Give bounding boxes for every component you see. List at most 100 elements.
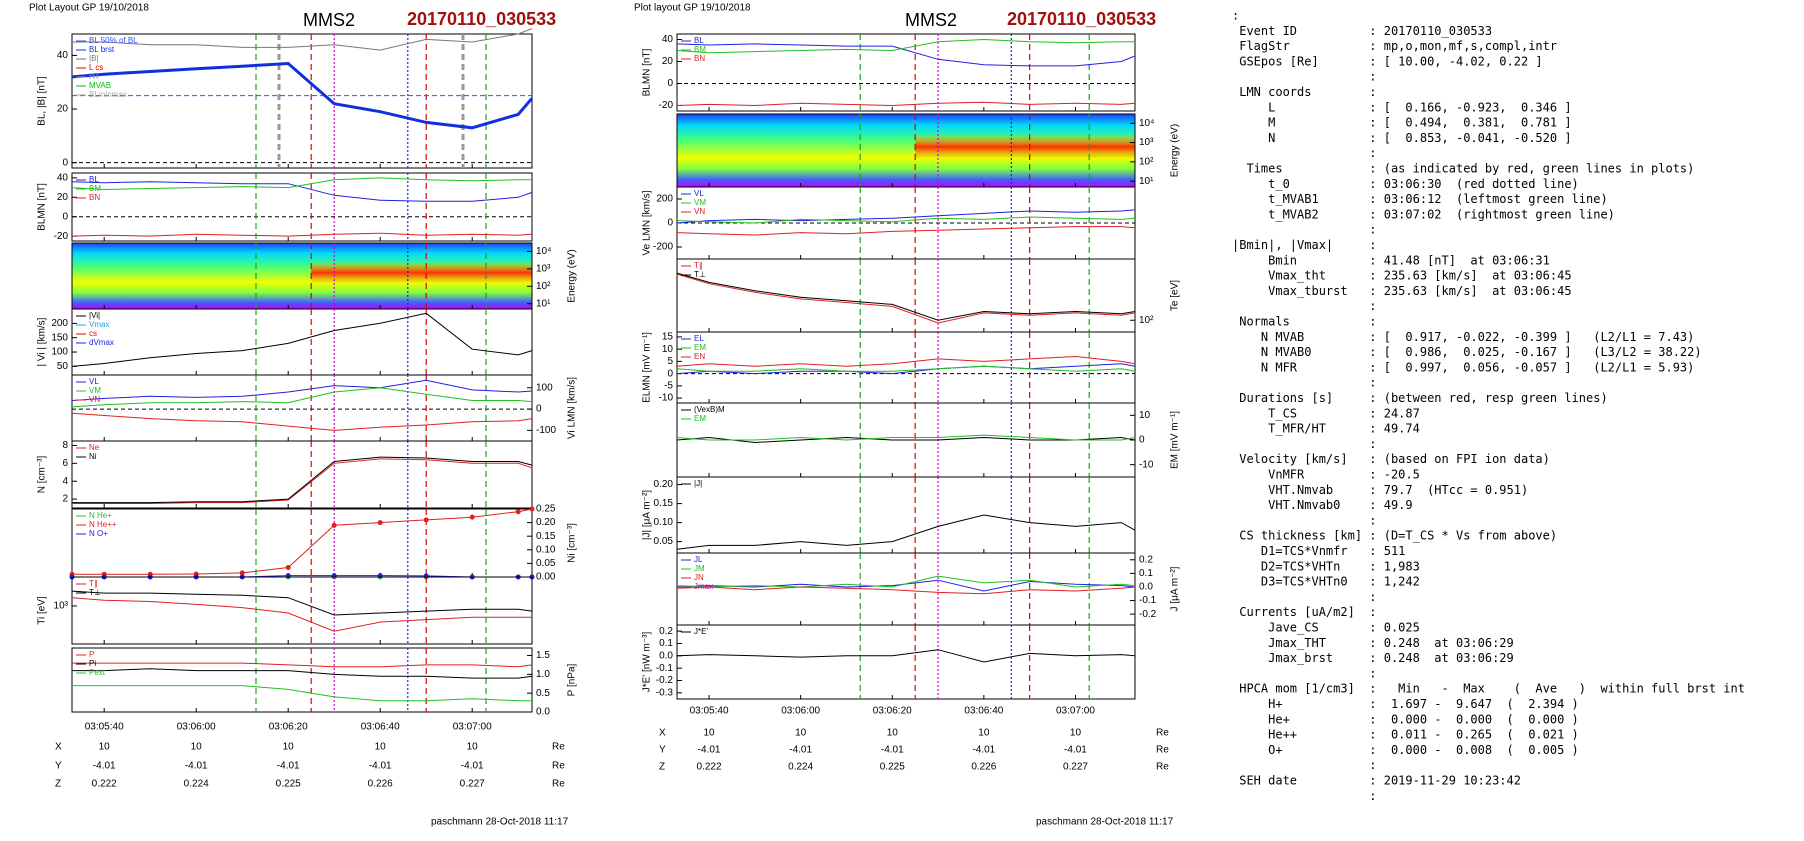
series-line	[676, 216, 1136, 224]
x-tick-label: 03:06:20	[269, 722, 308, 733]
event-id: 20170110_030533	[1007, 9, 1156, 29]
y-axis-label: EM [mV m⁻¹]	[1170, 411, 1181, 469]
x-tick-label: 03:07:00	[1056, 706, 1095, 717]
legend-label: N He+	[89, 511, 112, 520]
y-tick-label: 0	[667, 368, 673, 379]
legend-label: P	[89, 650, 94, 659]
orbit-value: 0.227	[460, 779, 485, 790]
series-line	[72, 668, 533, 679]
y-tick-label: -0.2	[1139, 609, 1157, 620]
y-tick-label: 10³	[1139, 137, 1154, 148]
y-tick-label: 10³	[54, 601, 69, 612]
y-tick-label: 150	[51, 332, 68, 343]
legend-label: J*E'	[694, 627, 708, 636]
panel: 0.05 0.10 0.15 0.20|J| [μA m⁻²] |J|	[642, 476, 1136, 554]
y-tick-label: -10	[659, 393, 674, 404]
panel-frame	[676, 33, 1136, 112]
y-tick-label: 100	[536, 382, 553, 393]
y-tick-label: 0.2	[1139, 554, 1153, 565]
y-tick-label: -10	[1139, 459, 1154, 470]
legend-label: BM	[89, 184, 101, 193]
info-line: Jmax_THT : 0.248 at 03:06:29	[1232, 636, 1514, 650]
y-tick-label: 0	[536, 404, 542, 415]
info-line: D3=TCS*VHTn0 : 1,242	[1232, 575, 1420, 589]
panel-frame	[71, 440, 533, 509]
info-line: CS thickness [km] : (D=T_CS * Vs from ab…	[1232, 529, 1557, 543]
info-line: |Bmin|, |Vmax| :	[1232, 238, 1377, 252]
y-tick-label: 10¹	[1139, 176, 1154, 187]
series-line	[72, 28, 533, 51]
y-axis-label: Te [eV]	[1170, 280, 1181, 311]
y-tick-label: 200	[656, 194, 673, 205]
info-line: Vmax_tht : 235.63 [km/s] at 03:06:45	[1232, 269, 1572, 283]
series-line	[72, 458, 533, 504]
series-line	[676, 209, 1136, 224]
orbit-value: 10	[99, 742, 111, 753]
legend-label: Vmax	[89, 320, 109, 329]
plot-title: MMS2	[905, 10, 957, 30]
y-tick-label: -100	[536, 425, 556, 436]
y-tick-label: 50	[57, 361, 69, 372]
orbit-value: 0.224	[184, 779, 209, 790]
series-line	[676, 226, 1136, 236]
series-line	[72, 685, 532, 702]
orbit-value: 0.222	[92, 779, 117, 790]
info-line: :	[1232, 758, 1377, 772]
info-line: :	[1232, 666, 1377, 680]
info-line: H+ : 1.697 - 9.647 ( 2.394 )	[1232, 697, 1579, 711]
series-line	[72, 662, 533, 668]
y-tick-label: 0.20	[536, 517, 556, 528]
info-line: :	[1232, 376, 1377, 390]
orbit-value: 10	[978, 728, 990, 739]
legend-label: dVmax	[89, 338, 114, 347]
legend-label: BL	[89, 175, 99, 184]
series-line	[676, 434, 1136, 441]
x-tick-label: 03:06:00	[177, 722, 216, 733]
y-axis-label: Vi LMN [km/s]	[567, 377, 578, 439]
legend-label: EM	[694, 343, 706, 352]
plot-header: Plot Layout GP 19/10/2018	[29, 3, 149, 14]
orbit-value: 0.226	[368, 779, 393, 790]
y-tick-label: 20	[662, 56, 674, 67]
y-tick-label: 5	[667, 356, 673, 367]
legend-label: |B|	[89, 54, 99, 63]
y-tick-label: 10²	[536, 281, 551, 292]
series-line	[676, 101, 1136, 107]
legend-label: |Vi|	[89, 311, 100, 320]
spectrogram-band	[311, 262, 532, 283]
y-tick-label: -0.3	[656, 687, 674, 698]
y-tick-label: 40	[662, 34, 674, 45]
x-tick-label: 03:05:40	[690, 706, 729, 717]
orbit-value: 0.227	[1063, 762, 1088, 773]
orbit-unit: Re	[552, 761, 565, 772]
orbit-value: -4.01	[461, 761, 484, 772]
y-tick-label: 10²	[1139, 315, 1154, 326]
y-tick-label: 0.0	[659, 650, 673, 661]
y-tick-label: 10¹	[536, 298, 551, 309]
y-tick-label: 40	[57, 172, 69, 183]
panel-frame	[71, 508, 533, 578]
panel-frame	[71, 172, 533, 242]
orbit-value: 0.226	[971, 762, 996, 773]
orbit-value: 0.225	[276, 779, 301, 790]
orbit-value: -4.01	[277, 761, 300, 772]
y-axis-label: |J| [μA m⁻²]	[642, 490, 653, 540]
info-line: GSEpos [Re] : [ 10.00, -4.02, 0.22 ]	[1232, 54, 1543, 68]
orbit-label: Z	[55, 779, 61, 790]
info-line: T_CS : 24.87	[1232, 406, 1420, 420]
info-line: HPCA mom [1/cm3] : Min - Max ( Ave ) wit…	[1232, 682, 1745, 696]
y-axis-label: BL, |B| [nT]	[37, 76, 48, 126]
info-line: Bmin : 41.48 [nT] at 03:06:31	[1232, 253, 1550, 267]
series-line	[676, 355, 1136, 367]
legend-label: EL	[694, 334, 704, 343]
orbit-value: 10	[887, 728, 899, 739]
info-line: SEH date : 2019-11-29 10:23:42	[1232, 774, 1521, 788]
legend-label: Pext	[89, 668, 106, 677]
x-tick-label: 03:06:20	[873, 706, 912, 717]
y-tick-label: 20	[57, 104, 69, 115]
y-tick-label: 2	[62, 494, 68, 505]
legend-label: JM	[694, 564, 705, 573]
y-tick-label: 4	[62, 476, 68, 487]
panel-frame	[71, 576, 533, 645]
